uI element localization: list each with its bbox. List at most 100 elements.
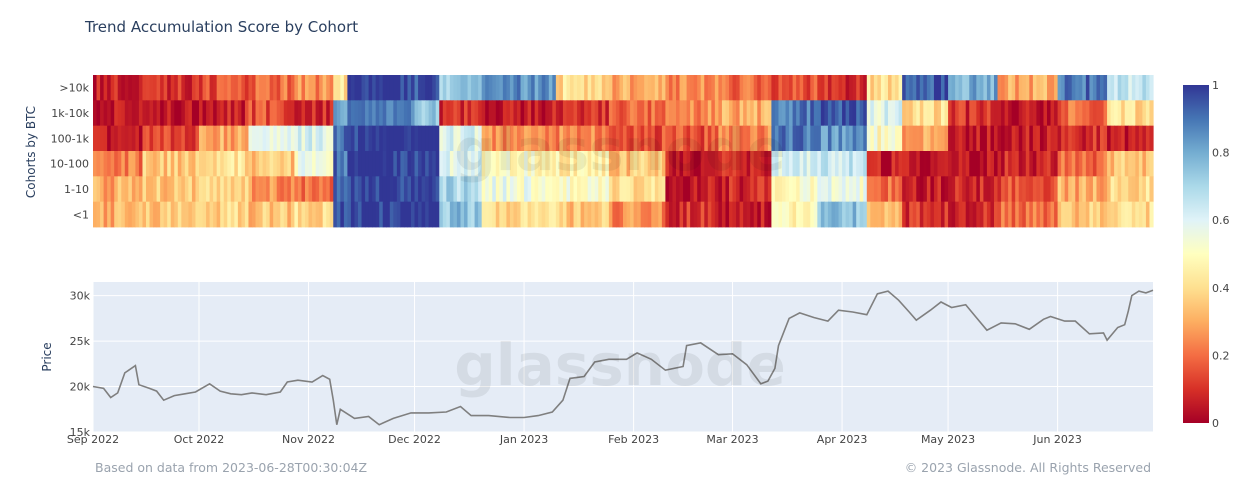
heatmap-cell bbox=[502, 176, 507, 203]
heatmap-cell bbox=[121, 176, 126, 203]
heatmap-cell bbox=[1064, 125, 1069, 152]
heatmap-cell bbox=[548, 151, 553, 177]
heatmap-cell bbox=[1061, 100, 1066, 127]
heatmap-cell bbox=[965, 100, 970, 127]
heatmap-cell bbox=[1008, 151, 1013, 177]
heatmap-cell bbox=[509, 100, 515, 127]
heatmap-cell bbox=[389, 201, 394, 228]
heatmap-cell bbox=[531, 151, 536, 177]
heatmap-cell bbox=[594, 100, 599, 127]
heatmap-cell bbox=[237, 176, 242, 203]
heatmap-cell bbox=[237, 151, 242, 177]
heatmap-cell bbox=[336, 100, 341, 127]
heatmap-cell bbox=[446, 201, 451, 228]
heatmap-cell bbox=[1145, 176, 1151, 203]
heatmap-cell bbox=[778, 125, 783, 152]
heatmap-cell bbox=[181, 125, 186, 152]
heatmap-cell bbox=[739, 125, 744, 152]
heatmap-cell bbox=[697, 176, 702, 203]
heatmap-cell bbox=[651, 75, 656, 101]
heatmap-cell bbox=[888, 176, 893, 203]
heatmap-cell bbox=[774, 125, 780, 152]
heatmap-cell bbox=[305, 176, 310, 203]
heatmap-cell bbox=[1039, 151, 1045, 177]
heatmap-cell bbox=[527, 125, 532, 152]
heatmap-cell bbox=[986, 176, 992, 203]
heatmap-cell bbox=[513, 201, 518, 228]
heatmap-cell bbox=[955, 75, 960, 101]
heatmap-cell bbox=[1039, 201, 1045, 228]
heatmap-cell bbox=[842, 151, 847, 177]
heatmap-cell bbox=[835, 125, 840, 152]
heatmap-cell bbox=[142, 176, 147, 203]
heatmap-cell bbox=[856, 125, 861, 152]
heatmap-cell bbox=[294, 75, 299, 101]
heatmap-cell bbox=[167, 100, 172, 127]
heatmap-cell bbox=[294, 100, 299, 127]
heatmap-cell bbox=[690, 201, 695, 228]
heatmap-cell bbox=[863, 75, 868, 101]
heatmap-cell bbox=[905, 201, 910, 228]
heatmap-cell bbox=[326, 100, 331, 127]
heatmap-cell bbox=[835, 201, 840, 228]
heatmap-cell bbox=[213, 75, 218, 101]
heatmap-cell bbox=[1050, 125, 1055, 152]
heatmap-cell bbox=[1075, 100, 1080, 127]
heatmap-cell bbox=[838, 176, 843, 203]
heatmap-cell bbox=[365, 151, 370, 177]
heatmap-cell bbox=[580, 151, 585, 177]
heatmap-cell bbox=[933, 125, 939, 152]
heatmap-cell bbox=[421, 201, 426, 228]
heatmap-cell bbox=[421, 176, 426, 203]
heatmap-cell bbox=[944, 75, 949, 101]
heatmap-cell bbox=[241, 151, 246, 177]
heatmap-cell bbox=[994, 176, 999, 203]
heatmap-cell bbox=[898, 125, 903, 152]
heatmap-cell bbox=[474, 201, 479, 228]
heatmap-cell bbox=[333, 125, 338, 152]
heatmap-cell bbox=[729, 100, 734, 127]
heatmap-cell bbox=[513, 125, 518, 152]
heatmap-cell bbox=[343, 176, 348, 203]
heatmap-cell bbox=[403, 75, 409, 101]
heatmap-cell bbox=[1068, 151, 1073, 177]
heatmap-cell bbox=[460, 176, 465, 203]
heatmap-cell bbox=[792, 125, 797, 152]
heatmap-cell bbox=[290, 151, 295, 177]
heatmap-cell bbox=[608, 75, 613, 101]
heatmap-cell bbox=[601, 100, 606, 127]
heatmap-cell bbox=[209, 100, 214, 127]
heatmap-cell bbox=[566, 125, 571, 152]
heatmap-cell bbox=[216, 100, 221, 127]
heatmap-cell bbox=[280, 75, 285, 101]
heatmap-cell bbox=[428, 201, 433, 228]
heatmap-cell bbox=[1121, 176, 1126, 203]
heatmap-cell bbox=[110, 151, 115, 177]
heatmap-cell bbox=[700, 176, 705, 203]
price-line[interactable] bbox=[92, 289, 1154, 426]
heatmap-cell bbox=[520, 125, 525, 152]
heatmap-cell bbox=[517, 100, 522, 127]
heatmap-cell bbox=[517, 75, 522, 101]
heatmap-cell bbox=[577, 201, 582, 228]
heatmap-cell bbox=[640, 125, 645, 152]
heatmap-cell bbox=[121, 201, 126, 228]
heatmap-cell bbox=[1128, 176, 1133, 203]
heatmap-cell bbox=[562, 100, 568, 127]
heatmap-cell bbox=[683, 100, 688, 127]
heatmap-cell bbox=[566, 201, 571, 228]
heatmap-cell bbox=[644, 151, 649, 177]
heatmap-cell bbox=[880, 201, 886, 228]
heatmap-plot[interactable] bbox=[93, 75, 1154, 228]
heatmap-cell bbox=[283, 100, 288, 127]
heatmap-cell bbox=[955, 100, 960, 127]
heatmap-cell bbox=[517, 176, 522, 203]
heatmap-cell bbox=[962, 100, 967, 127]
heatmap-cell bbox=[1142, 125, 1147, 152]
heatmap-cell bbox=[994, 125, 999, 152]
heatmap-cell bbox=[905, 125, 910, 152]
heatmap-cell bbox=[1022, 201, 1027, 228]
heatmap-cell bbox=[1128, 151, 1133, 177]
heatmap-cell bbox=[555, 100, 560, 127]
heatmap-cell bbox=[958, 100, 963, 127]
